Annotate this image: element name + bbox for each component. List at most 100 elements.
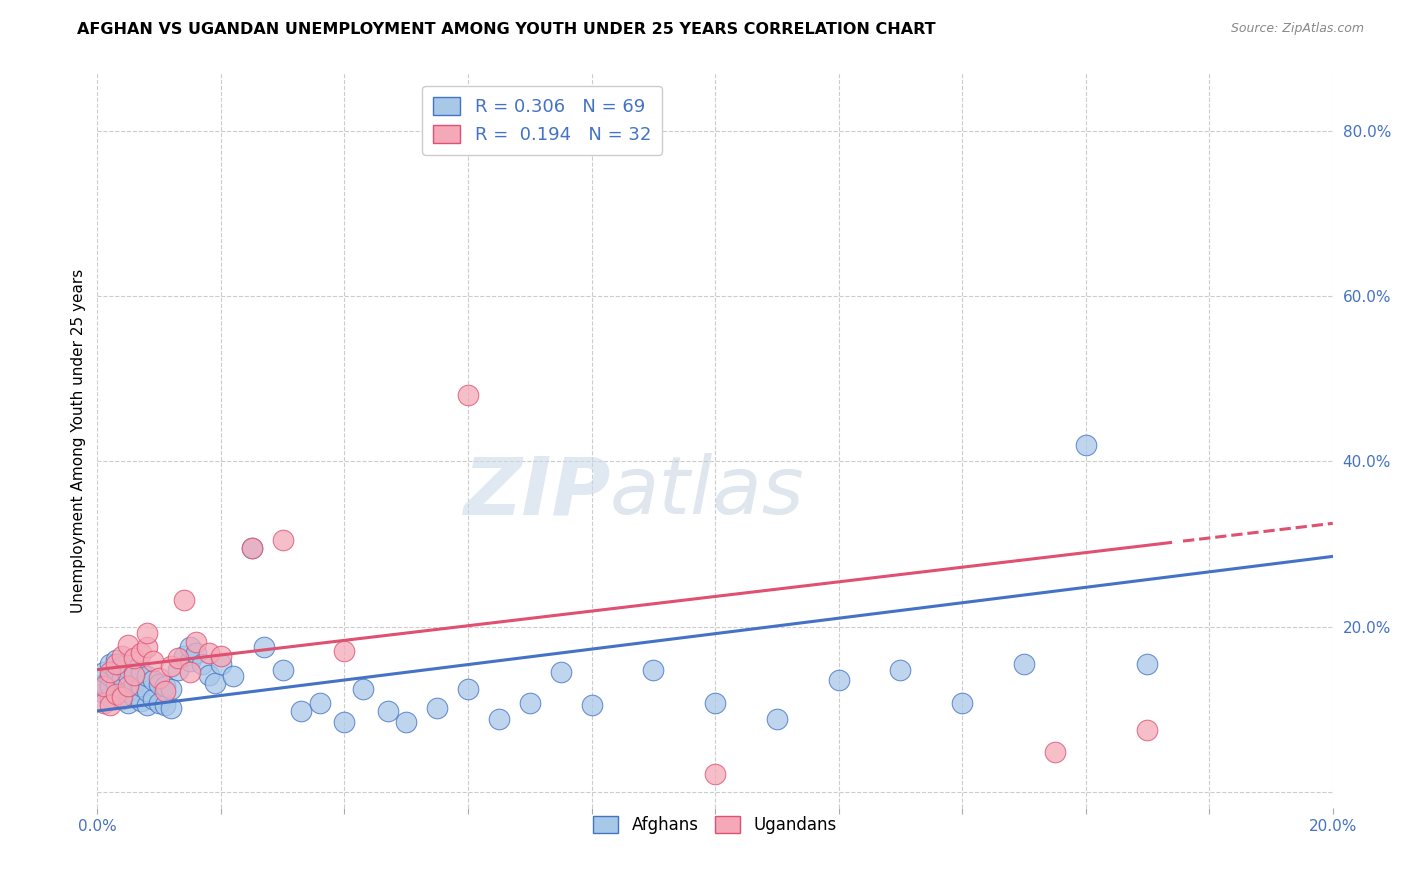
- Point: [104, 687, 127, 701]
- Point: [209, 657, 232, 671]
- Point: [142, 673, 165, 688]
- Point: [1136, 723, 1159, 737]
- Point: [135, 684, 157, 698]
- Point: [135, 669, 157, 683]
- Point: [377, 704, 399, 718]
- Point: [98, 690, 121, 704]
- Point: [333, 644, 356, 658]
- Point: [98, 669, 121, 683]
- Point: [197, 667, 219, 681]
- Point: [117, 684, 139, 698]
- Point: [98, 665, 121, 679]
- Point: [104, 687, 127, 701]
- Y-axis label: Unemployment Among Youth under 25 years: Unemployment Among Youth under 25 years: [72, 268, 86, 613]
- Point: [166, 663, 188, 677]
- Point: [155, 684, 177, 698]
- Point: [117, 638, 139, 652]
- Point: [426, 700, 449, 714]
- Point: [111, 659, 134, 673]
- Text: AFGHAN VS UGANDAN UNEMPLOYMENT AMONG YOUTH UNDER 25 YEARS CORRELATION CHART: AFGHAN VS UGANDAN UNEMPLOYMENT AMONG YOU…: [77, 22, 936, 37]
- Text: atlas: atlas: [610, 453, 804, 532]
- Point: [488, 712, 510, 726]
- Point: [240, 541, 263, 556]
- Point: [124, 690, 146, 704]
- Point: [271, 663, 294, 677]
- Point: [704, 696, 727, 710]
- Point: [148, 677, 170, 691]
- Point: [104, 653, 127, 667]
- Point: [222, 669, 245, 683]
- Text: ZIP: ZIP: [463, 453, 610, 532]
- Point: [581, 698, 603, 713]
- Point: [155, 698, 177, 713]
- Point: [204, 676, 226, 690]
- Point: [129, 646, 152, 660]
- Point: [135, 698, 157, 713]
- Point: [766, 712, 789, 726]
- Point: [129, 665, 152, 679]
- Point: [166, 651, 188, 665]
- Point: [135, 640, 157, 655]
- Point: [704, 766, 727, 780]
- Point: [550, 665, 572, 679]
- Point: [104, 663, 127, 677]
- Point: [124, 677, 146, 691]
- Point: [160, 700, 183, 714]
- Point: [179, 640, 201, 655]
- Point: [160, 681, 183, 696]
- Point: [111, 690, 134, 704]
- Point: [93, 679, 115, 693]
- Point: [352, 681, 374, 696]
- Point: [117, 696, 139, 710]
- Point: [98, 679, 121, 693]
- Point: [1012, 657, 1035, 671]
- Point: [129, 679, 152, 693]
- Point: [950, 696, 973, 710]
- Point: [93, 686, 115, 700]
- Legend: Afghans, Ugandans: Afghans, Ugandans: [583, 806, 846, 844]
- Point: [124, 651, 146, 665]
- Point: [117, 679, 139, 693]
- Point: [240, 541, 263, 556]
- Point: [186, 634, 208, 648]
- Point: [124, 663, 146, 677]
- Point: [1136, 657, 1159, 671]
- Point: [197, 646, 219, 660]
- Point: [643, 663, 665, 677]
- Point: [179, 654, 201, 668]
- Point: [104, 676, 127, 690]
- Point: [1074, 438, 1097, 452]
- Point: [173, 593, 195, 607]
- Text: Source: ZipAtlas.com: Source: ZipAtlas.com: [1230, 22, 1364, 36]
- Point: [160, 659, 183, 673]
- Point: [135, 626, 157, 640]
- Point: [93, 665, 115, 679]
- Point: [827, 673, 849, 688]
- Point: [395, 714, 418, 729]
- Point: [93, 677, 115, 691]
- Point: [290, 704, 312, 718]
- Point: [98, 657, 121, 671]
- Point: [173, 648, 195, 663]
- Point: [155, 679, 177, 693]
- Point: [98, 698, 121, 713]
- Point: [179, 665, 201, 679]
- Point: [142, 692, 165, 706]
- Point: [457, 681, 479, 696]
- Point: [889, 663, 911, 677]
- Point: [308, 696, 330, 710]
- Point: [111, 681, 134, 696]
- Point: [519, 696, 541, 710]
- Point: [117, 667, 139, 681]
- Point: [191, 657, 214, 671]
- Point: [148, 671, 170, 685]
- Point: [457, 388, 479, 402]
- Point: [148, 696, 170, 710]
- Point: [93, 696, 115, 710]
- Point: [124, 667, 146, 681]
- Point: [253, 640, 276, 655]
- Point: [104, 657, 127, 671]
- Point: [271, 533, 294, 547]
- Point: [129, 694, 152, 708]
- Point: [142, 654, 165, 668]
